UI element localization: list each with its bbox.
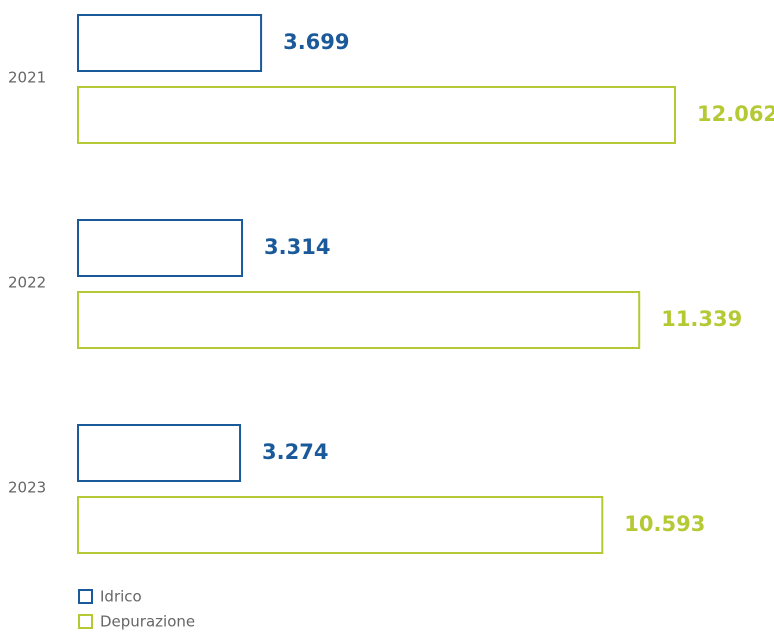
legend-label: Depurazione — [100, 613, 195, 631]
bar — [77, 424, 242, 482]
bar — [77, 14, 263, 72]
data-label: 3.314 — [264, 235, 330, 259]
legend-label: Idrico — [100, 588, 142, 606]
data-label: 10.593 — [624, 512, 705, 536]
data-label: 11.339 — [661, 307, 742, 331]
y-tick-label: 2023 — [8, 479, 46, 497]
data-label: 12.062 — [697, 102, 774, 126]
y-tick-label: 2022 — [8, 274, 46, 292]
legend-swatch — [78, 589, 93, 604]
data-label: 3.274 — [262, 440, 328, 464]
legend-swatch — [78, 614, 93, 629]
bar — [77, 86, 676, 144]
data-label: 3.699 — [283, 30, 349, 54]
bar — [77, 219, 244, 277]
y-tick-label: 2021 — [8, 69, 46, 87]
bar — [77, 496, 604, 554]
bar — [77, 291, 641, 349]
